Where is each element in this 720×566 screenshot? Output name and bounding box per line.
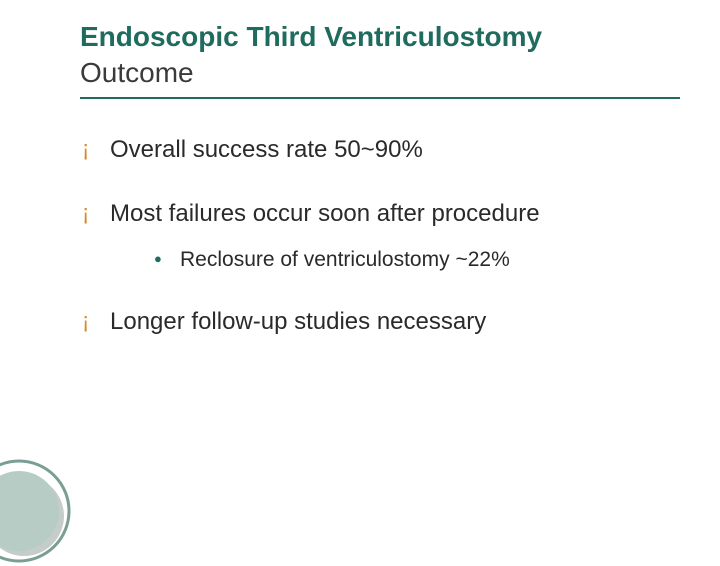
body-block: ¡ Overall success rate 50~90% ¡ Most fai…: [82, 135, 680, 337]
corner-circle-icon: [0, 456, 74, 566]
title-line2: Outcome: [80, 56, 680, 90]
bullet-item: ¡ Most failures occur soon after procedu…: [82, 199, 680, 229]
circle-bullet-icon: ¡: [82, 307, 110, 335]
bullet-item: ¡ Longer follow-up studies necessary: [82, 307, 680, 337]
title-line1: Endoscopic Third Ventriculostomy: [80, 20, 680, 54]
sub-bullet-group: ● Reclosure of ventriculostomy ~22%: [154, 247, 680, 273]
sub-bullet-text: Reclosure of ventriculostomy ~22%: [180, 247, 680, 273]
dot-bullet-icon: ●: [154, 247, 180, 270]
bullet-text: Longer follow-up studies necessary: [110, 307, 680, 337]
circle-bullet-icon: ¡: [82, 135, 110, 163]
slide: Endoscopic Third Ventriculostomy Outcome…: [0, 0, 720, 540]
title-underline: [80, 97, 680, 99]
circle-bullet-icon: ¡: [82, 199, 110, 227]
bullet-item: ¡ Overall success rate 50~90%: [82, 135, 680, 165]
bullet-text: Most failures occur soon after procedure: [110, 199, 680, 229]
title-block: Endoscopic Third Ventriculostomy Outcome: [80, 20, 680, 99]
sub-bullet-item: ● Reclosure of ventriculostomy ~22%: [154, 247, 680, 273]
bullet-text: Overall success rate 50~90%: [110, 135, 680, 165]
